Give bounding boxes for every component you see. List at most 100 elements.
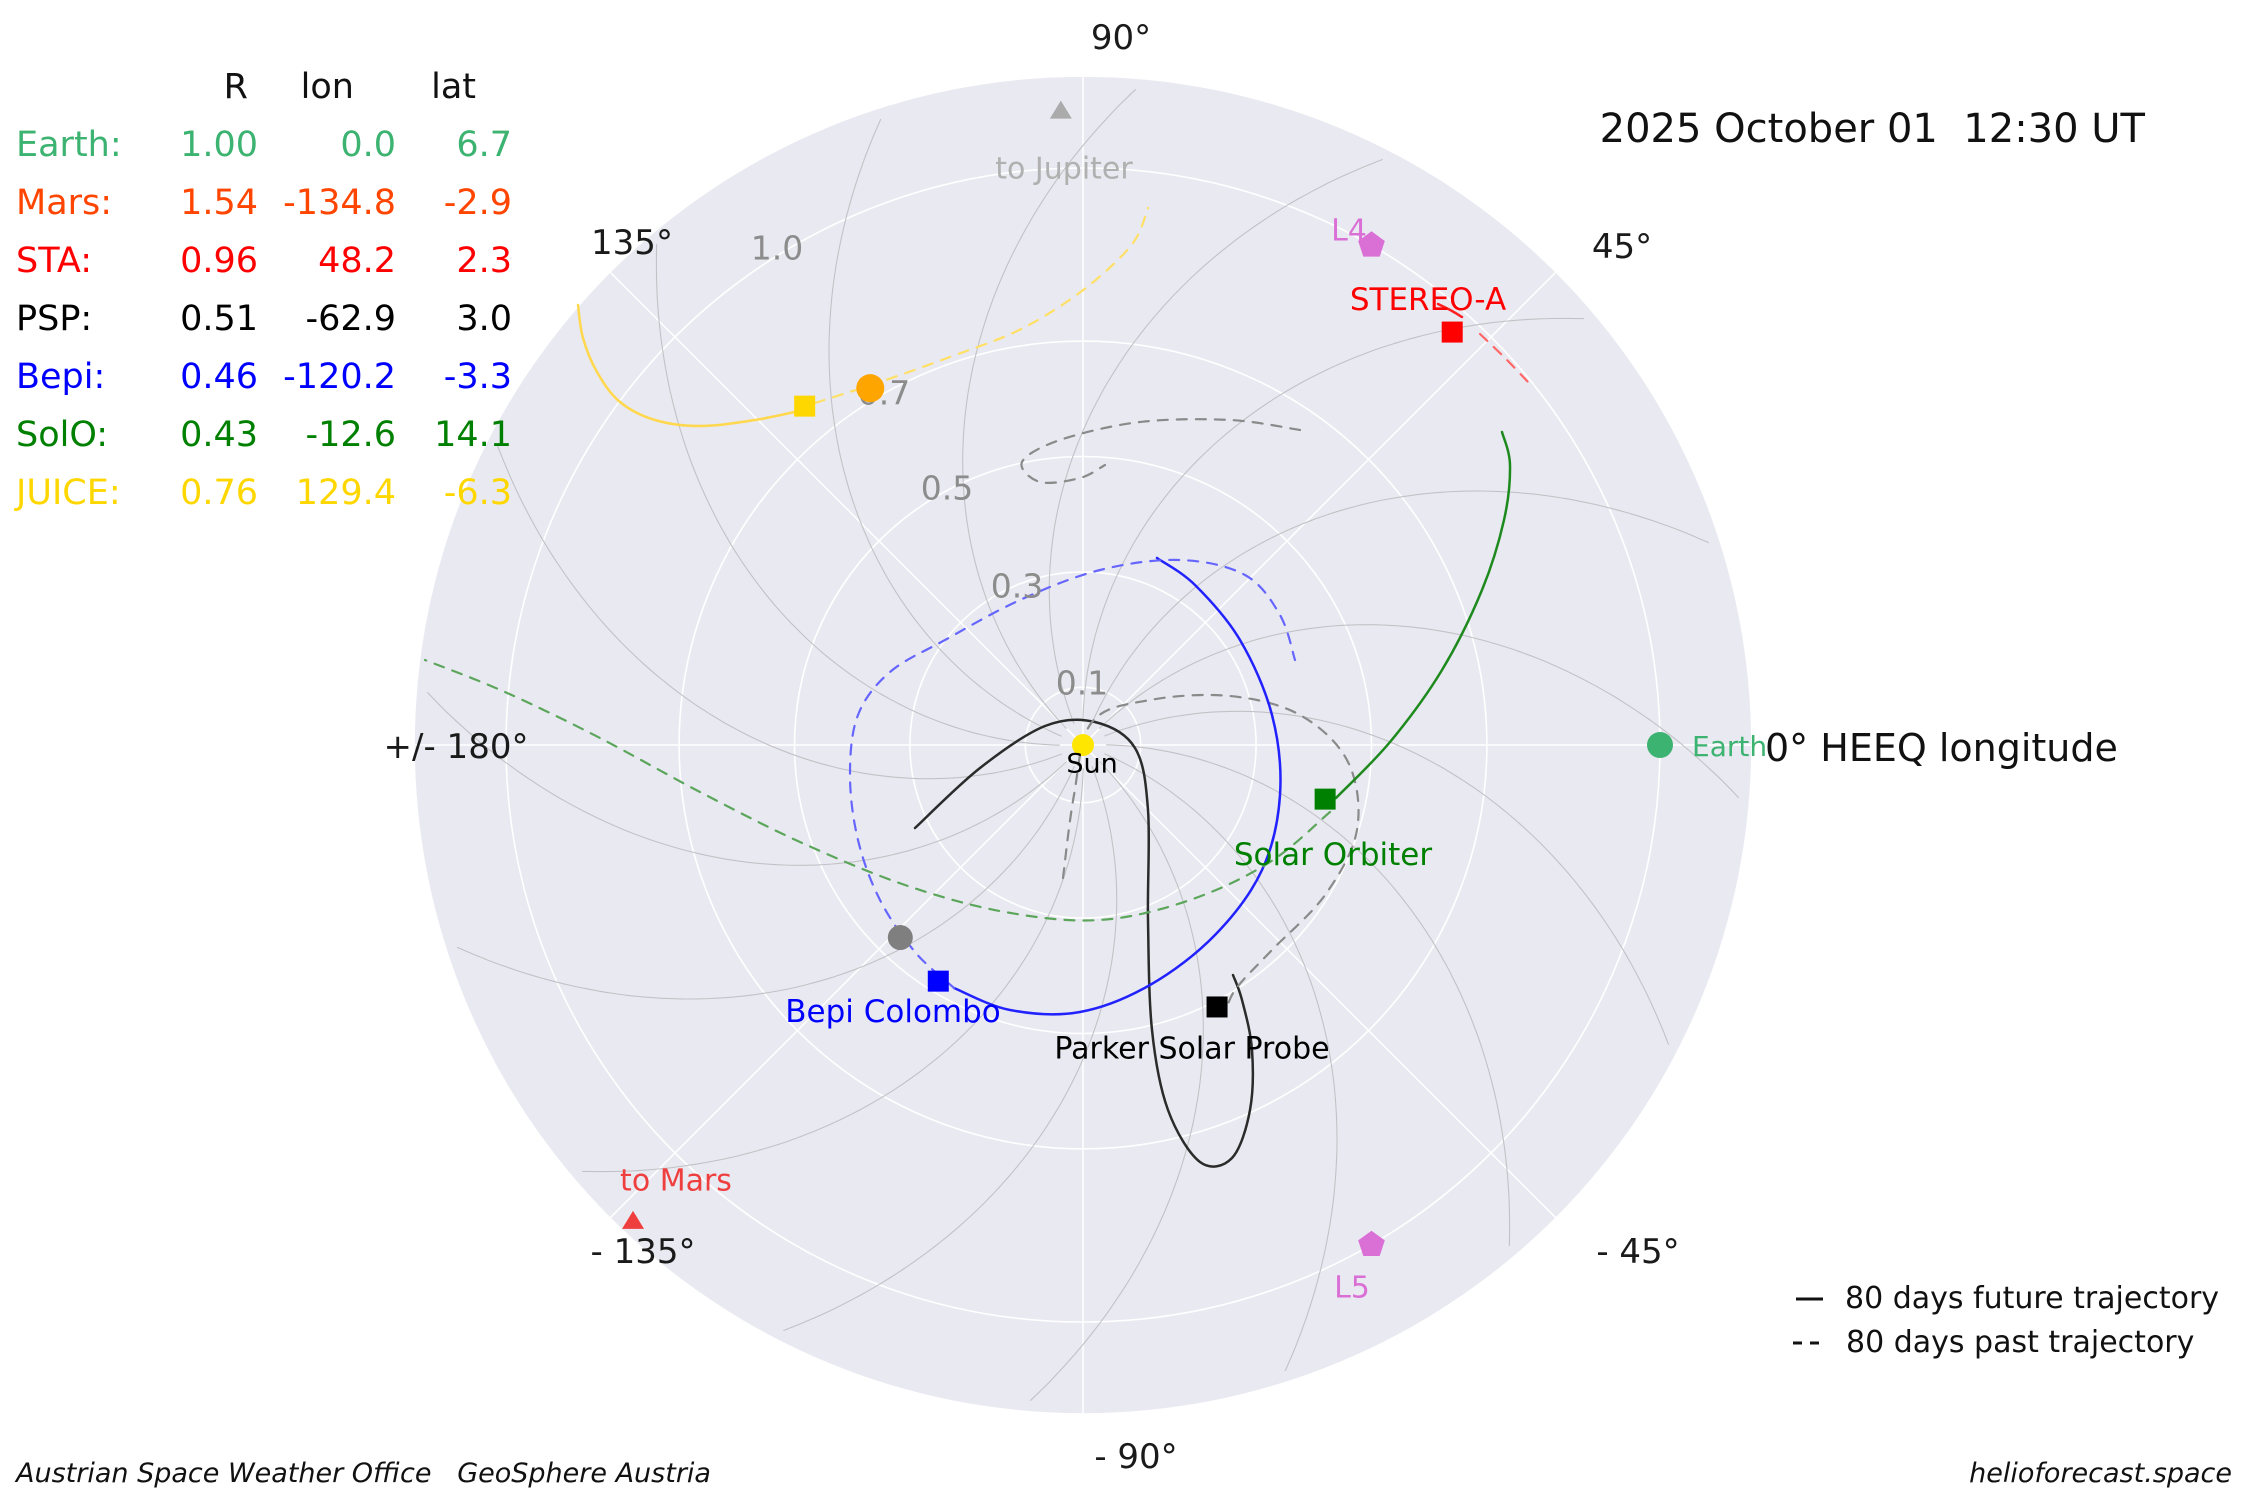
table-row-bepi: Bepi: 0.46 -120.2 -3.3 [16,348,512,406]
table-row-solo: SolO: 0.43 -12.6 14.1 [16,406,512,464]
angle-label-135: - 135° [590,1232,696,1272]
table-row-earth: Earth: 1.00 0.0 6.7 [16,116,512,174]
parker-spiral-gridline [582,768,1084,1173]
table-cell: -2.9 [443,183,512,223]
table-cell: SolO: [16,415,109,455]
table-cell: 1.54 [180,183,258,223]
psp-past-outer-trajectory [1020,418,1302,485]
bepi-past-trajectory [848,558,1297,990]
bepi-marker [927,970,949,992]
to-mars-marker [622,1210,645,1229]
table-cell: 0.0 [340,125,396,165]
table-cell: JUICE: [16,473,121,513]
l4-label: L4 [1331,213,1367,249]
solo-past-trajectory [423,658,1332,922]
table-cell: STA: [16,241,92,281]
solo-label: Solar Orbiter [1233,837,1433,873]
parker-spiral-gridline [1048,158,1383,724]
table-cell: 0.51 [180,299,258,339]
table-cell: -3.3 [443,357,512,397]
table-header-lat: lat [431,67,476,107]
stereo-a-marker [1441,321,1463,343]
stereo-a-label: STEREO-A [1349,282,1507,318]
parker-spiral-gridline [962,88,1137,730]
psp-future-trajectory [913,718,1255,1168]
parker-spiral-gridline [1106,744,1511,1246]
sta-past-trajectory [1478,332,1530,384]
angle-label-90: - 90° [1094,1437,1178,1477]
parker-spiral-gridline [456,766,1075,1000]
angle-gridline [1082,744,1557,1219]
radial-tick-label: 1.0 [751,229,803,268]
bepi-future-trajectory [952,556,1282,1016]
to-jupiter-marker [1049,100,1072,119]
solid-line-icon [1796,1297,1823,1300]
earth-label: Earth [1692,729,1768,763]
parker-spiral-gridline [496,445,1062,780]
table-header-lon: lon [300,67,354,107]
legend-future-label: 80 days future trajectory [1845,1281,2220,1316]
table-row-juice: JUICE: 0.76 129.4 -6.3 [16,464,512,522]
l5-label: L5 [1334,1270,1370,1306]
juice-future-trajectory [576,303,810,428]
table-cell: 14.1 [434,415,512,455]
sun-marker [1072,734,1094,756]
table-cell: 0.76 [180,473,258,513]
radial-tick-label: 0.5 [921,469,973,508]
parker-spiral-gridline [783,766,1118,1332]
radial-gridline [678,340,1488,1150]
angle-label-90: 90° [1090,18,1152,58]
angle-gridline [1082,271,1557,746]
parker-spiral-gridline [1098,624,1740,799]
table-cell: Earth: [16,125,122,165]
table-cell: 3.0 [456,299,512,339]
angle-label-135: 135° [591,223,673,263]
psp-past-trajectory [1061,693,1360,1018]
table-header-R: R [223,67,248,107]
angle-label-45: 45° [1591,227,1653,267]
table-cell: 48.2 [318,241,396,281]
table-cell: -12.6 [305,415,396,455]
table-cell: 0.46 [180,357,258,397]
sta-future-trajectory [1436,302,1464,319]
l5-marker [1358,1230,1385,1256]
angle-gridline [609,271,1084,746]
table-cell: 129.4 [295,473,396,513]
solo-future-trajectory [1334,430,1512,800]
table-cell: 6.7 [456,125,512,165]
table-cell: 1.00 [180,125,258,165]
table-row-mars: Mars: 1.54 -134.8 -2.9 [16,174,512,232]
radial-gridline [909,571,1257,919]
l4-marker [1358,231,1385,257]
table-cell: -134.8 [283,183,396,223]
mercury-marker [887,925,913,951]
table-cell: 0.43 [180,415,258,455]
radial-gridline [793,455,1373,1035]
parker-spiral-gridline [1029,760,1204,1402]
parker-spiral-gridline [426,691,1068,866]
table-cell: -6.3 [443,473,512,513]
psp-label: Parker Solar Probe [1054,1031,1330,1067]
parker-spiral-gridline [655,244,1060,746]
parker-spiral-gridline [1104,710,1670,1045]
table-cell: Mars: [16,183,113,223]
psp-marker [1206,996,1228,1018]
angle-gridline [609,744,1084,1219]
table-row-sta: STA: 0.96 48.2 2.3 [16,232,512,290]
legend-past-label: 80 days past trajectory [1846,1325,2195,1360]
footer-organisation: Austrian Space Weather Office GeoSphere … [16,1458,711,1489]
footer-website: helioforecast.space [1969,1458,2232,1489]
table-cell: -62.9 [305,299,396,339]
radial-tick-label: 0.3 [991,567,1043,606]
bepi-label: Bepi Colombo [785,994,1001,1030]
table-cell: 2.3 [456,241,512,281]
angle-label-45: - 45° [1596,1232,1680,1272]
radial-tick-label: 0.1 [1056,664,1108,703]
table-cell: -120.2 [283,357,396,397]
table-row-psp: PSP: 0.51 -62.9 3.0 [16,290,512,348]
parker-spiral-gridline [1104,753,1338,1372]
